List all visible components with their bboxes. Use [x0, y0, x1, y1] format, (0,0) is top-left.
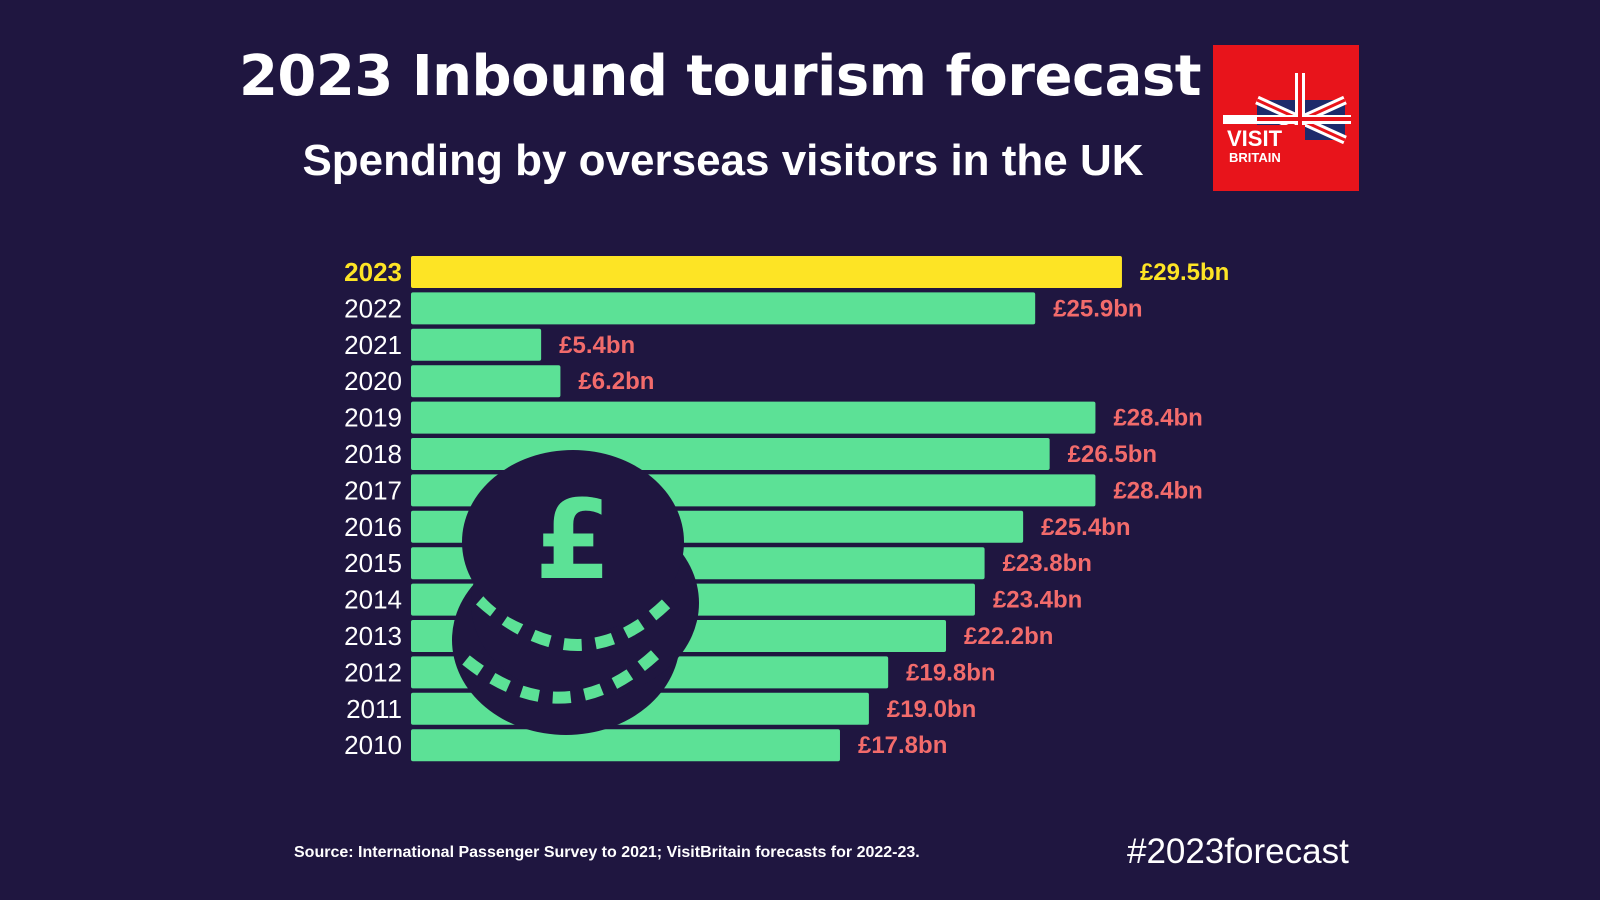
visitbritain-logo: VISIT BRITAIN	[1213, 45, 1359, 191]
value-label-2010: £17.8bn	[858, 732, 947, 759]
svg-text:BRITAIN: BRITAIN	[1229, 150, 1281, 165]
year-label-2019: 2019	[344, 403, 402, 433]
bar-2022	[411, 292, 1036, 325]
year-label-2014: 2014	[344, 585, 402, 615]
svg-text:VISIT: VISIT	[1227, 126, 1283, 151]
bar-2020	[411, 365, 561, 398]
value-label-2016: £25.4bn	[1041, 514, 1130, 541]
year-label-2023: 2023	[344, 257, 402, 287]
hashtag: #2023forecast	[1127, 832, 1349, 871]
value-label-2021: £5.4bn	[559, 332, 635, 359]
year-label-2011: 2011	[346, 694, 402, 724]
bar-2018	[411, 438, 1050, 470]
year-label-2017: 2017	[344, 475, 402, 505]
year-label-2012: 2012	[344, 657, 402, 687]
bar-2021	[411, 328, 542, 361]
value-label-2013: £22.2bn	[964, 623, 1053, 650]
bar-2019	[411, 401, 1096, 434]
union-flag-icon: VISIT BRITAIN	[1223, 73, 1351, 165]
page-title: 2023 Inbound tourism forecast	[238, 44, 1202, 109]
year-label-2022: 2022	[344, 293, 402, 323]
year-label-2010: 2010	[344, 730, 402, 760]
year-label-2015: 2015	[344, 548, 402, 578]
value-label-2012: £19.8bn	[906, 659, 995, 686]
bar-2010	[411, 729, 840, 762]
year-label-2016: 2016	[344, 512, 402, 542]
bar-2023	[411, 256, 1122, 288]
year-label-2018: 2018	[344, 439, 402, 469]
year-label-2021: 2021	[344, 330, 402, 360]
value-label-2017: £28.4bn	[1113, 477, 1202, 504]
value-label-2023: £29.5bn	[1140, 259, 1229, 286]
year-label-2013: 2013	[344, 621, 402, 651]
source-note: Source: International Passenger Survey t…	[294, 844, 920, 861]
value-label-2019: £28.4bn	[1113, 405, 1202, 432]
pound-coins-icon: £	[452, 450, 699, 735]
value-label-2022: £25.9bn	[1053, 295, 1142, 322]
year-label-2020: 2020	[344, 366, 402, 396]
value-label-2011: £19.0bn	[887, 696, 976, 723]
value-label-2014: £23.4bn	[993, 587, 1082, 614]
value-label-2018: £26.5bn	[1068, 441, 1157, 468]
page-subtitle: Spending by overseas visitors in the UK	[302, 136, 1144, 185]
value-label-2020: £6.2bn	[578, 368, 654, 395]
svg-text:£: £	[535, 476, 612, 604]
value-label-2015: £23.8bn	[1003, 550, 1092, 577]
